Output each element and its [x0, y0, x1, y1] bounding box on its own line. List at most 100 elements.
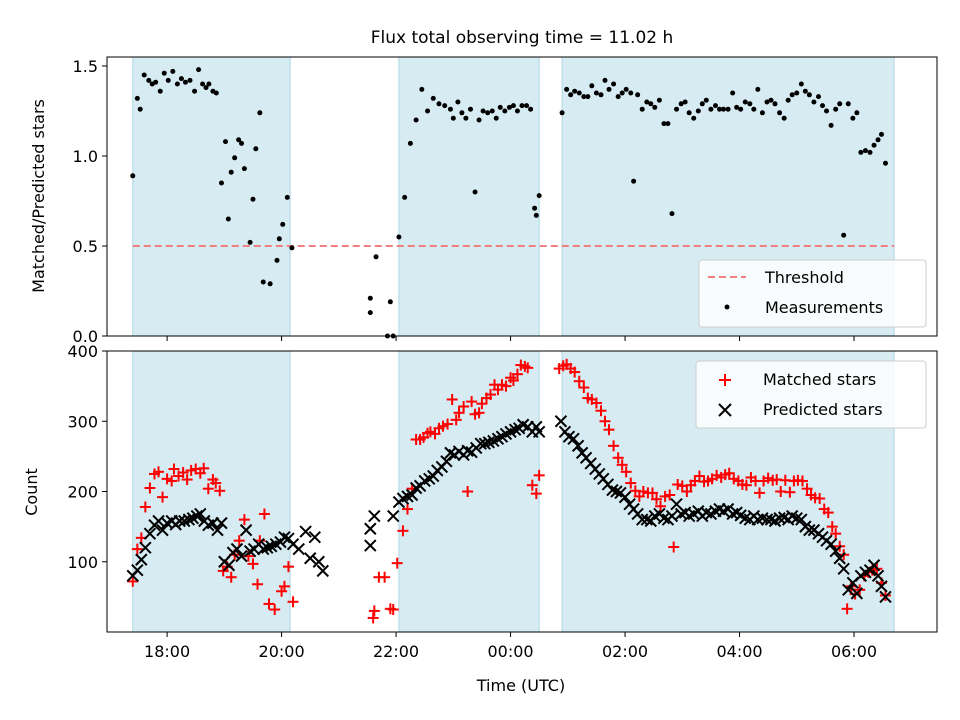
- measurement-point: [419, 86, 425, 92]
- predicted-star-point: [867, 559, 881, 572]
- matched-star-point: [754, 487, 766, 499]
- matched-star-point: [625, 477, 637, 489]
- measurement-point: [669, 211, 675, 217]
- predicted-star-point: [239, 523, 253, 537]
- predicted-star-point: [235, 549, 248, 563]
- x-tick-label: 20:00: [259, 642, 305, 661]
- x-tick-label: 22:00: [373, 642, 419, 661]
- measurement-point: [820, 103, 826, 109]
- measurement-point: [524, 103, 530, 109]
- predicted-star-point: [478, 437, 492, 450]
- measurement-point: [257, 110, 263, 116]
- measurement-point: [606, 86, 612, 92]
- matched-star-point: [282, 561, 294, 573]
- measurement-point: [576, 90, 582, 96]
- matched-star-point: [814, 493, 826, 505]
- measurement-point: [222, 139, 228, 145]
- predicted-star-point: [665, 509, 679, 523]
- matched-star-point: [599, 415, 611, 427]
- measurement-point: [493, 115, 499, 121]
- measurement-point: [862, 148, 868, 154]
- matched-star-point: [263, 598, 275, 610]
- matched-star-point: [181, 474, 193, 486]
- measurement-point: [533, 212, 539, 218]
- measurement-point: [387, 299, 393, 305]
- matched-star-point: [391, 557, 403, 569]
- predicted-star-point: [871, 569, 885, 583]
- measurement-point: [755, 86, 761, 92]
- matched-star-point: [668, 541, 680, 553]
- measurement-point: [623, 86, 629, 92]
- measurement-point: [777, 110, 783, 116]
- matched-star-point: [526, 479, 538, 491]
- predicted-star-point: [278, 530, 291, 544]
- measurement-point: [241, 166, 247, 172]
- legend-matched-label: Matched stars: [763, 370, 876, 389]
- measurement-point: [785, 97, 791, 103]
- measurement-point: [407, 140, 413, 146]
- measurement-point: [639, 106, 645, 112]
- predicted-star-point: [532, 425, 546, 438]
- predicted-star-point: [554, 415, 568, 428]
- matched-star-point: [507, 375, 519, 387]
- matched-star-point: [397, 525, 409, 537]
- matched-star-point: [723, 467, 735, 479]
- matched-star-point: [612, 452, 624, 464]
- measurement-point: [858, 149, 864, 155]
- y-tick-label: 300: [67, 412, 98, 431]
- matched-star-point: [616, 459, 628, 471]
- predicted-star-point: [299, 525, 312, 538]
- measurement-point: [153, 79, 159, 85]
- measurement-point: [572, 88, 578, 94]
- measurement-point: [239, 140, 245, 146]
- measurement-point: [828, 122, 834, 128]
- matched-star-point: [830, 528, 842, 540]
- observing-window: [132, 350, 291, 633]
- measurement-point: [213, 90, 219, 96]
- measurement-point: [134, 95, 140, 101]
- predicted-star-point: [829, 545, 842, 558]
- ratio-legend: Threshold Measurements: [698, 259, 927, 328]
- measurement-point: [764, 99, 770, 105]
- x-tick-label: 00:00: [487, 642, 533, 661]
- count-legend-box: [695, 360, 927, 429]
- ratio-legend-box: [698, 259, 927, 328]
- predicted-star-point: [833, 552, 846, 565]
- matched-star-point: [511, 368, 523, 380]
- measurement-point: [367, 310, 373, 316]
- measurement-point: [816, 94, 822, 100]
- predicted-star-points: [126, 415, 892, 604]
- predicted-star-point: [824, 537, 838, 551]
- measurement-point: [367, 295, 373, 301]
- measurement-point: [772, 101, 778, 107]
- measurement-point: [730, 90, 736, 96]
- predicted-star-point: [795, 513, 808, 526]
- measurement-point: [871, 142, 877, 148]
- measurement-point: [712, 103, 718, 109]
- matched-star-point: [655, 500, 667, 512]
- matched-star-point: [569, 366, 581, 378]
- matched-star-point: [144, 482, 156, 494]
- measurement-point: [716, 106, 722, 112]
- matched-star-point: [247, 558, 259, 570]
- predicted-star-point: [386, 509, 400, 523]
- predicted-star-point: [640, 513, 653, 526]
- matched-star-point: [387, 604, 399, 616]
- measurement-point: [506, 104, 512, 110]
- matched-star-point: [429, 428, 441, 440]
- measurement-point: [280, 221, 286, 227]
- matched-star-point: [693, 470, 705, 482]
- matched-star-point: [214, 485, 226, 497]
- measurement-point: [615, 94, 621, 100]
- matched-star-point: [608, 440, 620, 452]
- measurement-point: [738, 106, 744, 112]
- measurement-point: [802, 88, 808, 94]
- observing-window: [132, 56, 291, 337]
- matched-star-point: [210, 477, 222, 489]
- measurement-point: [157, 88, 163, 94]
- x-tick-label: 04:00: [716, 642, 762, 661]
- predicted-star-point: [440, 455, 453, 468]
- measurement-point: [455, 99, 461, 105]
- measurement-point: [528, 106, 534, 112]
- matched-star-point: [278, 580, 290, 592]
